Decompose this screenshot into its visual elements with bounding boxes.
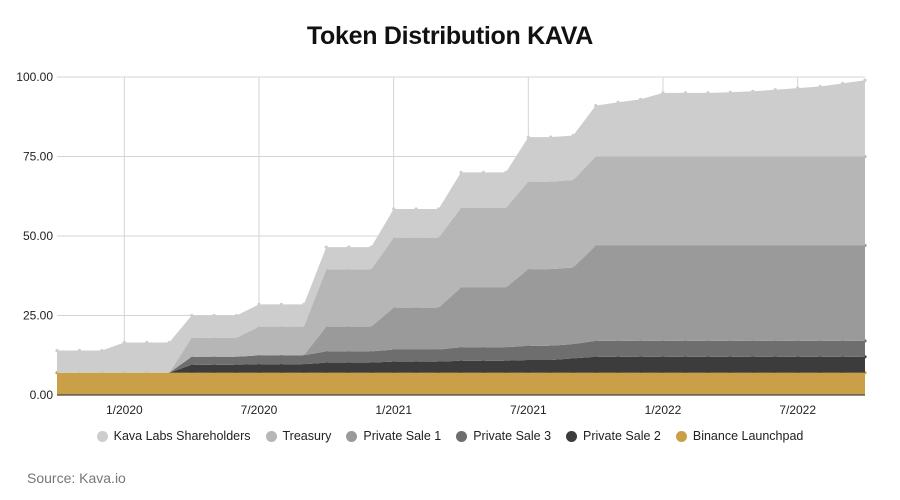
area-private-sale-1 xyxy=(57,245,865,373)
legend-swatch xyxy=(96,430,108,442)
legend-item-kava-labs-shareholders: Kava Labs Shareholders xyxy=(96,429,251,443)
data-point-kava-labs-shareholders xyxy=(55,348,59,353)
legend-item-private-sale-2: Private Sale 2 xyxy=(566,429,661,443)
data-point-kava-labs-shareholders xyxy=(77,348,81,353)
legend-swatch xyxy=(265,430,277,442)
legend-label: Private Sale 2 xyxy=(583,429,661,443)
data-point-kava-labs-shareholders xyxy=(728,90,732,94)
x-tick-label: 1/2022 xyxy=(645,403,682,417)
data-point-kava-labs-shareholders xyxy=(796,86,800,90)
data-point-kava-labs-shareholders xyxy=(818,84,822,89)
x-tick-label: 1/2021 xyxy=(375,403,412,417)
data-point-kava-labs-shareholders xyxy=(549,135,553,139)
area-kava-labs-shareholders xyxy=(57,80,865,373)
data-point-kava-labs-shareholders xyxy=(661,91,665,95)
legend-item-private-sale-3: Private Sale 3 xyxy=(456,429,551,443)
y-tick-label: 50.00 xyxy=(23,229,53,243)
legend-item-private-sale-1: Private Sale 1 xyxy=(346,429,441,443)
data-point-kava-labs-shareholders xyxy=(369,245,373,249)
data-point-kava-labs-shareholders xyxy=(683,91,688,95)
area-treasury xyxy=(57,156,865,373)
legend-swatch xyxy=(675,430,687,442)
data-point-kava-labs-shareholders xyxy=(841,81,845,85)
data-point-kava-labs-shareholders xyxy=(100,348,104,353)
data-point-kava-labs-shareholders xyxy=(863,78,867,82)
data-point-kava-labs-shareholders xyxy=(571,133,575,138)
data-point-kava-labs-shareholders xyxy=(773,88,777,92)
data-point-kava-labs-shareholders xyxy=(212,313,216,318)
legend-swatch xyxy=(346,430,358,442)
data-point-kava-labs-shareholders xyxy=(437,207,441,211)
x-tick-label: 1/2020 xyxy=(106,403,143,417)
legend-label: Kava Labs Shareholders xyxy=(113,429,251,443)
y-tick-label: 0.00 xyxy=(30,388,54,402)
data-point-kava-labs-shareholders xyxy=(616,100,620,104)
data-point-kava-labs-shareholders xyxy=(122,340,126,345)
legend-label: Private Sale 3 xyxy=(473,429,552,443)
data-point-kava-labs-shareholders xyxy=(526,135,530,139)
legend-label: Binance Launchpad xyxy=(692,429,804,443)
source-note: Source: Kava.io xyxy=(27,470,126,486)
x-tick-label: 7/2022 xyxy=(779,403,816,417)
data-point-kava-labs-shareholders xyxy=(257,302,261,306)
chart-legend: Kava Labs Shareholders Treasury Private Sa… xyxy=(0,429,900,443)
data-point-kava-labs-shareholders xyxy=(706,91,710,95)
data-point-kava-labs-shareholders xyxy=(279,302,283,306)
data-point-kava-labs-shareholders xyxy=(167,340,171,345)
data-point-kava-labs-shareholders xyxy=(504,170,508,174)
data-point-kava-labs-shareholders xyxy=(414,207,418,211)
y-tick-label: 100.00 xyxy=(16,70,53,84)
legend-item-treasury: Treasury xyxy=(265,429,332,443)
data-point-kava-labs-shareholders xyxy=(235,313,239,318)
data-point-kava-labs-shareholders xyxy=(639,97,643,101)
legend-swatch xyxy=(566,430,578,442)
legend-label: Private Sale 1 xyxy=(363,429,442,443)
data-point-kava-labs-shareholders xyxy=(481,170,485,174)
data-point-kava-labs-shareholders xyxy=(392,207,396,211)
data-point-kava-labs-shareholders xyxy=(145,340,149,345)
data-point-kava-labs-shareholders xyxy=(324,245,328,249)
legend-swatch xyxy=(456,430,468,442)
data-point-kava-labs-shareholders xyxy=(302,302,306,306)
y-tick-label: 25.00 xyxy=(23,309,53,323)
y-tick-label: 75.00 xyxy=(23,150,53,164)
data-point-kava-labs-shareholders xyxy=(751,89,755,93)
area-private-sale-3 xyxy=(57,340,865,373)
x-tick-label: 7/2020 xyxy=(241,403,278,417)
data-point-kava-labs-shareholders xyxy=(594,104,598,108)
data-point-kava-labs-shareholders xyxy=(190,313,194,318)
data-point-kava-labs-shareholders xyxy=(459,170,463,174)
data-point-kava-labs-shareholders xyxy=(347,245,351,249)
area-private-sale-2 xyxy=(57,356,865,373)
legend-item-binance-launchpad: Binance Launchpad xyxy=(675,429,804,443)
chart-title: Token Distribution KAVA xyxy=(306,22,594,50)
area-binance-launchpad xyxy=(57,372,865,395)
x-tick-label: 7/2021 xyxy=(510,403,547,417)
legend-label: Treasury xyxy=(282,429,332,443)
